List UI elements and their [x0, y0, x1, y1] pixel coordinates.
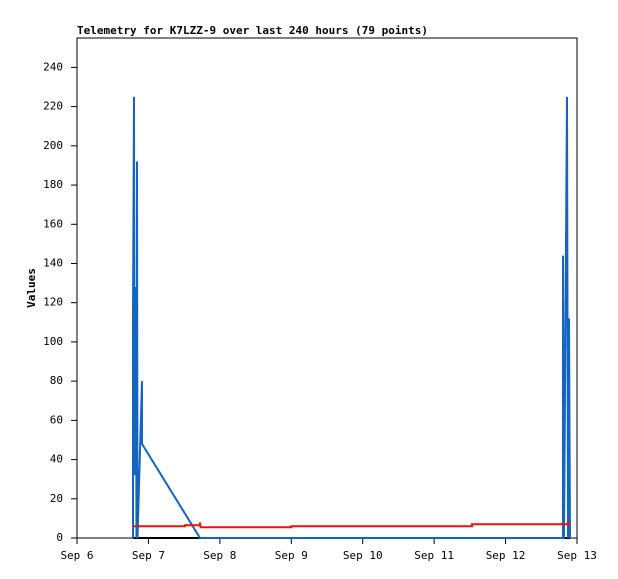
x-tick-label: Sep 12 — [486, 549, 526, 562]
y-tick-label: 100 — [43, 335, 63, 348]
y-tick-label: 20 — [50, 492, 63, 505]
x-tick-label: Sep 11 — [414, 549, 454, 562]
y-tick-label: 60 — [50, 413, 63, 426]
series-line — [132, 96, 571, 539]
y-tick-label: 240 — [43, 60, 63, 73]
y-tick-label: 160 — [43, 217, 63, 230]
plot-frame — [76, 37, 578, 539]
y-tick-label: 40 — [50, 453, 63, 466]
y-axis-label: Values — [25, 268, 38, 308]
y-tick-label: 140 — [43, 256, 63, 269]
series-line — [133, 518, 570, 529]
x-tick-label: Sep 7 — [132, 549, 165, 562]
chart-title: Telemetry for K7LZZ-9 over last 240 hour… — [77, 24, 428, 37]
x-tick-label: Sep 9 — [275, 549, 308, 562]
y-tick-label: 120 — [43, 296, 63, 309]
x-tick-label: Sep 8 — [203, 549, 236, 562]
x-tick-label: Sep 13 — [557, 549, 597, 562]
x-tick-label: Sep 10 — [343, 549, 383, 562]
y-tick-label: 0 — [56, 531, 63, 544]
y-tick-label: 200 — [43, 139, 63, 152]
x-tick-label: Sep 6 — [60, 549, 93, 562]
y-tick-label: 180 — [43, 178, 63, 191]
y-tick-label: 220 — [43, 100, 63, 113]
y-tick-label: 80 — [50, 374, 63, 387]
